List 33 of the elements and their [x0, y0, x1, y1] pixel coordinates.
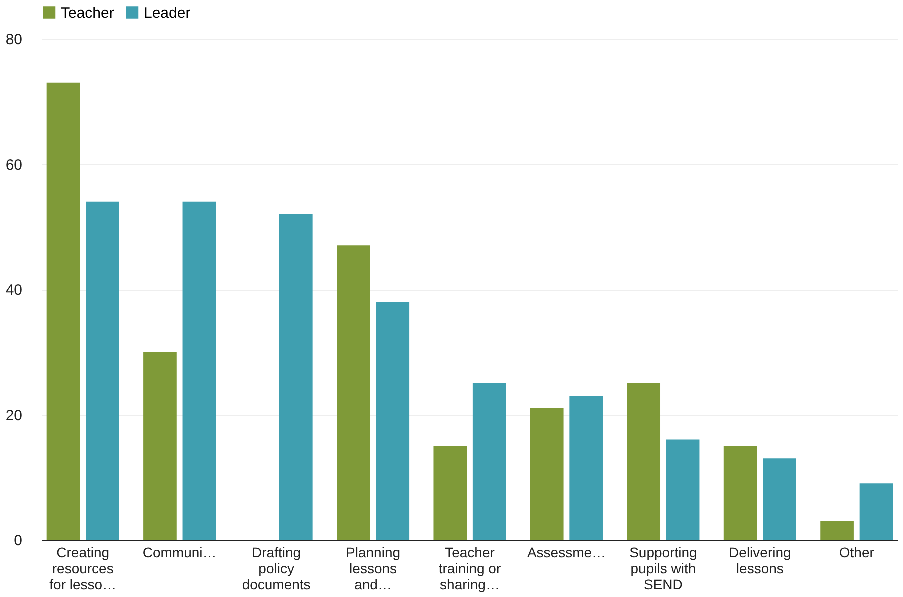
bar: [337, 246, 370, 540]
bar: [724, 446, 758, 540]
y-tick-label: 0: [14, 532, 22, 550]
bar: [144, 352, 177, 540]
bar: [860, 484, 894, 540]
y-tick-label: 40: [6, 282, 22, 299]
bar: [666, 440, 700, 540]
y-tick-label: 80: [6, 32, 22, 48]
bar: [472, 383, 506, 540]
x-tick-label: Creating resources for lesso…: [50, 544, 117, 592]
x-tick-label: Assessme…: [527, 544, 606, 560]
bar: [279, 214, 313, 540]
x-tick-label: Supporting pupils with SEND: [630, 544, 698, 592]
x-tick-label: Other: [839, 544, 875, 560]
x-tick-label: Teacher training or sharing…: [438, 544, 502, 592]
bar: [530, 408, 564, 540]
bar: [46, 82, 80, 540]
legend-label: Teacher: [61, 4, 114, 22]
x-tick-label: Planning lessons and…: [346, 544, 401, 592]
bar: [820, 521, 854, 540]
x-tick-label: Drafting policy documents: [242, 544, 311, 592]
bar: [763, 458, 796, 540]
bar: [570, 396, 603, 540]
x-tick-label: Delivering lessons: [729, 544, 792, 576]
legend-label: Leader: [144, 4, 191, 22]
bar: [86, 202, 120, 540]
x-tick-label: Communi…: [142, 544, 217, 560]
bar: [376, 302, 410, 540]
y-tick-label: 20: [6, 407, 22, 424]
y-tick-label: 60: [6, 156, 22, 174]
bar: [434, 446, 468, 540]
bar: [182, 202, 216, 540]
bar: [627, 383, 661, 540]
